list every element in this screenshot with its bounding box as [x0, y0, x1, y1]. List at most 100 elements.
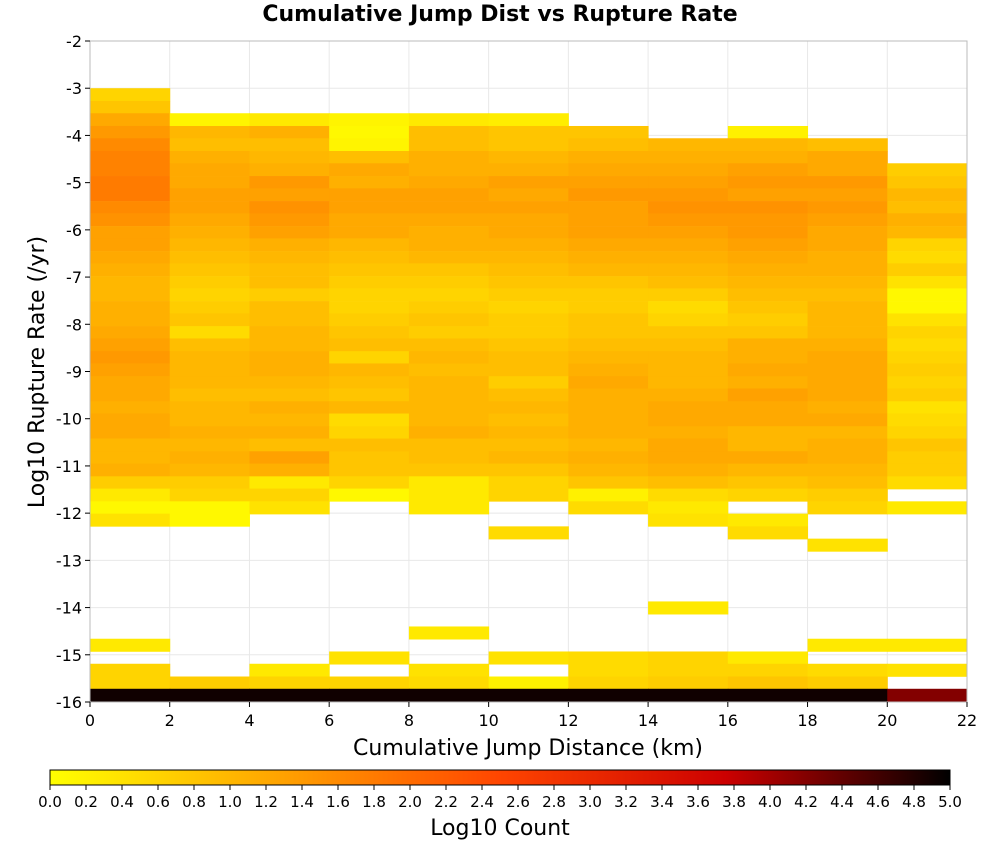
- heatmap-cell: [488, 526, 569, 540]
- heatmap-cell: [568, 251, 649, 265]
- heatmap-cell: [90, 238, 171, 252]
- heatmap-cell: [887, 213, 968, 227]
- heatmap-cell: [727, 251, 809, 265]
- x-tick-label: 6: [324, 711, 334, 730]
- heatmap-cell: [887, 438, 968, 452]
- heatmap-cell: [648, 413, 729, 427]
- heatmap-cell: [648, 188, 729, 202]
- heatmap-cell: [90, 201, 171, 215]
- heatmap-cell: [727, 226, 809, 240]
- heatmap-cell: [169, 213, 250, 227]
- heatmap-cell: [727, 351, 809, 365]
- heatmap-cell: [408, 125, 490, 140]
- heatmap-cell: [648, 313, 729, 327]
- heatmap-cell: [727, 188, 809, 202]
- colorbar-tick-label: 0.4: [110, 793, 134, 811]
- heatmap-cell: [887, 501, 968, 515]
- heatmap-cell: [568, 401, 649, 415]
- heatmap-cell: [90, 263, 171, 277]
- heatmap-cell: [727, 288, 809, 302]
- heatmap-cell: [329, 163, 410, 177]
- heatmap-cell: [488, 201, 569, 215]
- heatmap-cell: [169, 688, 250, 702]
- heatmap-cell: [408, 113, 490, 127]
- heatmap-cell: [329, 363, 410, 377]
- heatmap-cell: [727, 138, 809, 152]
- heatmap-cell: [249, 313, 330, 327]
- heatmap-cell: [408, 313, 490, 327]
- heatmap-cell: [727, 488, 809, 502]
- heatmap-cell: [568, 488, 649, 502]
- heatmap-cell: [807, 676, 888, 690]
- heatmap-cell: [648, 276, 729, 290]
- heatmap-cell: [488, 276, 569, 290]
- colorbar-tick-label: 1.6: [326, 793, 350, 811]
- heatmap-cell: [648, 213, 729, 227]
- y-tick-label: -6: [66, 221, 82, 240]
- heatmap-cell: [249, 213, 330, 227]
- heatmap-cell: [329, 401, 410, 415]
- heatmap-cell: [169, 501, 250, 515]
- heatmap-cell: [648, 463, 729, 477]
- heatmap-cell: [648, 388, 729, 402]
- heatmap-cell: [329, 276, 410, 290]
- y-axis-ticks: -2 -3 -4 -5 -6 -7 -8 -9 -10 -11 -12 -13 -14 -15 -16: [56, 32, 90, 712]
- heatmap-cell: [90, 476, 171, 490]
- colorbar-tick-label: 0.0: [38, 793, 62, 811]
- heatmap-cell: [568, 226, 649, 240]
- heatmap-cell: [887, 388, 968, 402]
- chart-title: Cumulative Jump Dist vs Rupture Rate: [262, 2, 738, 27]
- heatmap-cell: [249, 238, 330, 252]
- heatmap-cell: [568, 163, 649, 177]
- heatmap-cell: [568, 363, 649, 377]
- heatmap-cell: [727, 401, 809, 415]
- heatmap-cell: [90, 113, 171, 127]
- heatmap-cell: [169, 351, 250, 365]
- heatmap-cell: [249, 663, 330, 677]
- heatmap-cell: [887, 401, 968, 415]
- heatmap-cell: [169, 138, 250, 152]
- heatmap-cell: [887, 688, 968, 702]
- heatmap-cell: [648, 451, 729, 465]
- heatmap-cell: [807, 463, 888, 477]
- heatmap-cell: [169, 238, 250, 252]
- heatmap-cell: [169, 363, 250, 377]
- heatmap-cell: [249, 476, 330, 490]
- heatmap-cell: [807, 351, 888, 365]
- heatmap-cell: [408, 351, 490, 365]
- heatmap-cell: [408, 263, 490, 277]
- heatmap-cell: [408, 201, 490, 215]
- x-tick-label: 18: [797, 711, 817, 730]
- heatmap-cell: [568, 288, 649, 302]
- colorbar-tick-label: 2.0: [398, 793, 422, 811]
- heatmap-cell: [329, 426, 410, 440]
- heatmap-cell: [329, 226, 410, 240]
- heatmap-cell: [329, 113, 410, 127]
- heatmap-cell: [488, 288, 569, 302]
- heatmap-cell: [488, 188, 569, 202]
- heatmap-cell: [887, 376, 968, 390]
- heatmap-cell: [408, 676, 490, 690]
- heatmap-cell: [90, 463, 171, 477]
- heatmap-cell: [648, 263, 729, 277]
- colorbar: [49, 769, 951, 786]
- heatmap-cell: [169, 426, 250, 440]
- heatmap-cell: [807, 426, 888, 440]
- heatmap-cell: [807, 176, 888, 190]
- heatmap-cell: [807, 138, 888, 152]
- heatmap-cell: [488, 363, 569, 377]
- colorbar-tick-label: 1.8: [362, 793, 386, 811]
- heatmap-cell: [727, 651, 809, 665]
- heatmap-cell: [249, 163, 330, 177]
- heatmap-cell: [90, 151, 171, 165]
- heatmap-cell: [648, 663, 729, 677]
- heatmap-cell: [249, 438, 330, 452]
- heatmap-cell: [329, 376, 410, 390]
- heatmap-cell: [807, 388, 888, 402]
- heatmap-cell: [90, 163, 171, 177]
- heatmap-cell: [807, 238, 888, 252]
- colorbar-tick-label: 5.0: [938, 793, 962, 811]
- colorbar-tick-label: 3.4: [650, 793, 674, 811]
- heatmap-cell: [90, 100, 171, 114]
- heatmap-cell: [329, 313, 410, 327]
